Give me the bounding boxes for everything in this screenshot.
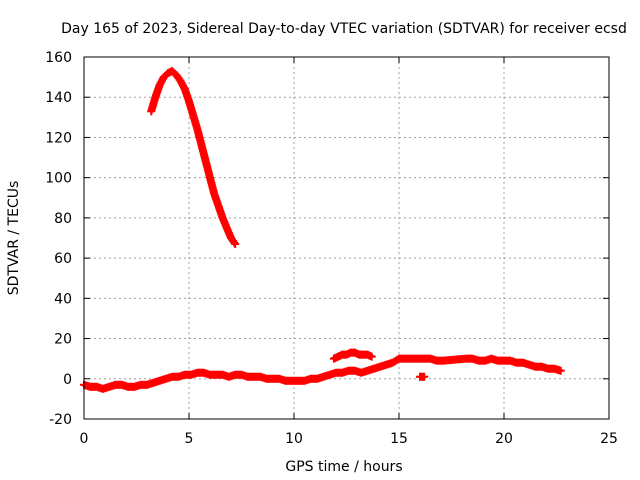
x-tick-label: 25 <box>600 431 618 447</box>
y-tick-label: 20 <box>54 332 72 348</box>
y-tick-label: 60 <box>54 251 72 267</box>
y-tick-label: 40 <box>54 291 72 307</box>
y-tick-label: 80 <box>54 211 72 227</box>
marker-low-band <box>556 366 565 375</box>
x-axis-label: GPS time / hours <box>285 459 402 475</box>
x-tick-label: 20 <box>495 431 513 447</box>
chart-title: Day 165 of 2023, Sidereal Day-to-day VTE… <box>61 21 627 37</box>
marker-high-arc <box>230 238 239 247</box>
y-tick-label: 120 <box>45 130 72 146</box>
y-tick-label: -20 <box>49 412 72 428</box>
y-tick-label: 100 <box>45 171 72 187</box>
plot-frame <box>83 56 610 420</box>
x-tick-label: 5 <box>185 431 194 447</box>
marker-high-arc <box>231 240 240 249</box>
x-tick-label: 15 <box>390 431 408 447</box>
marker-mid-arc <box>367 352 376 361</box>
x-tick-label: 10 <box>285 431 303 447</box>
axis-ticks: 0 5 10 15 20 25 -20 0 20 40 60 80 100 120 140 160 <box>45 50 618 447</box>
y-tick-label: 160 <box>45 50 72 66</box>
data-markers <box>80 67 565 393</box>
y-tick-label: 0 <box>63 372 72 388</box>
y-axis-label: SDTVAR / TECUs <box>6 181 22 296</box>
y-tick-label: 140 <box>45 90 72 106</box>
x-tick-label: 0 <box>80 431 89 447</box>
marker-isolated <box>420 372 429 381</box>
